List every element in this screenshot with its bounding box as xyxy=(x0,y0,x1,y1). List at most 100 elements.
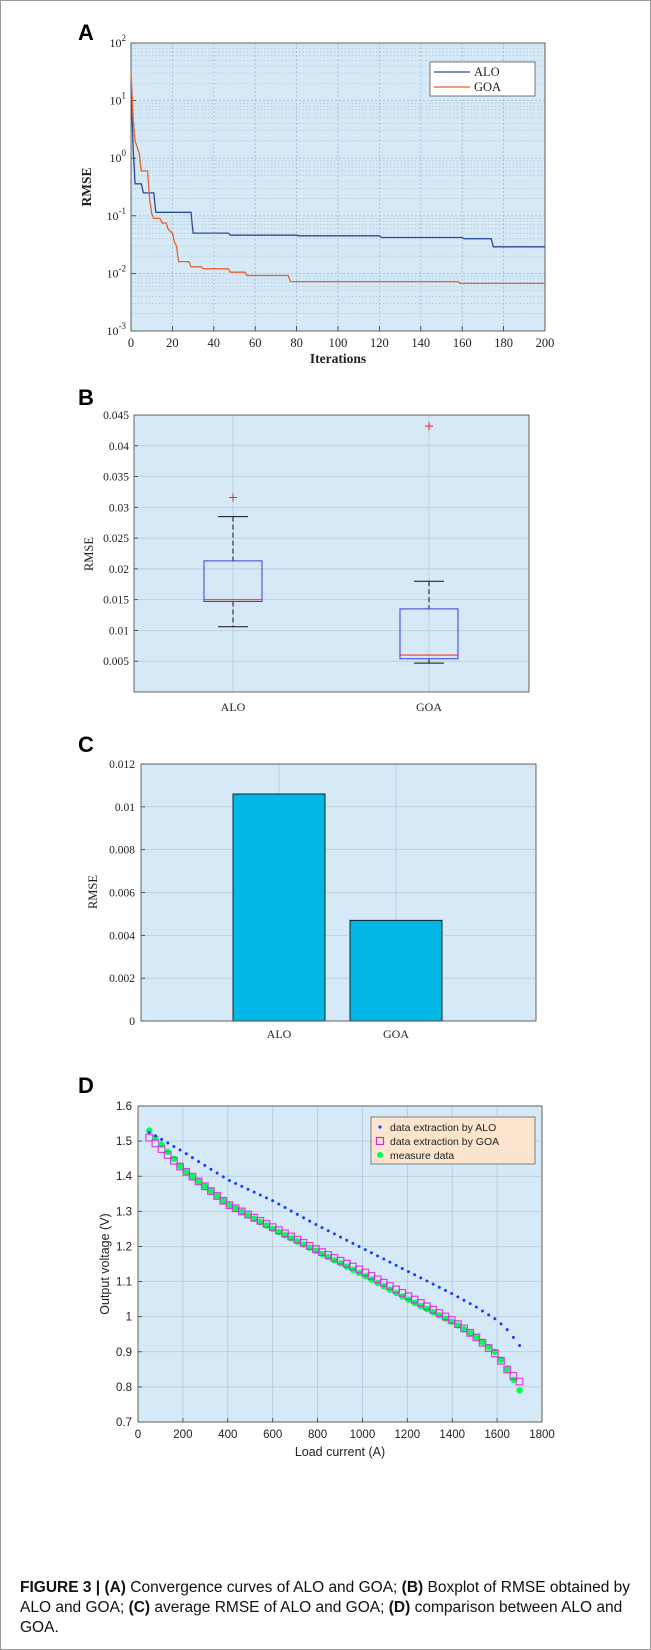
panel-d-point-goa xyxy=(484,1344,493,1352)
panel-d-point-alo xyxy=(184,1152,188,1156)
panel-d-point-alo xyxy=(468,1302,472,1306)
panel-c-y-tick-label: 0.004 xyxy=(109,930,135,942)
panel-c-bar-goa xyxy=(349,919,443,1022)
panel-d-point-alo xyxy=(425,1279,429,1283)
panel-a-legend-label: GOA xyxy=(474,80,501,94)
panel-c-y-axis-label: RMSE xyxy=(86,875,100,909)
panel-d-point-goa xyxy=(170,1156,178,1165)
panel-b-box-goa xyxy=(399,608,459,660)
panel-d-point-measure xyxy=(442,1315,449,1322)
panel-d-y-tick-label: 0.7 xyxy=(116,1417,132,1429)
panel-d-point-alo xyxy=(258,1193,262,1197)
panel-b-axes-box xyxy=(133,414,530,693)
panel-d-point-goa xyxy=(453,1320,462,1329)
panel-letter-c: C xyxy=(78,732,94,757)
panel-d-x-tick-label: 200 xyxy=(173,1429,192,1441)
panel-a-x-tick-label: 40 xyxy=(208,336,221,350)
panel-d-point-measure xyxy=(436,1312,443,1319)
panel-d-point-measure xyxy=(250,1215,258,1222)
panel-d-point-alo xyxy=(474,1305,478,1309)
caption-part-b-text: Boxplot of RMSE obtained by ALO and GOA; xyxy=(20,1579,630,1616)
panel-d-y-tick-label: 1.6 xyxy=(116,1101,132,1113)
panel-d-point-alo xyxy=(413,1273,417,1277)
panel-d-point-measure xyxy=(176,1162,184,1170)
panel-d-point-alo xyxy=(190,1156,194,1160)
panel-d-x-tick-label: 0 xyxy=(135,1429,141,1441)
panel-d-legend-label: data extraction by ALO xyxy=(390,1122,496,1134)
panel-d-point-measure xyxy=(244,1212,252,1219)
panel-d-point-goa xyxy=(200,1182,209,1191)
panel-a-y-tick-label: 101 xyxy=(110,91,127,108)
panel-d-point-measure xyxy=(312,1247,320,1255)
figure-caption: FIGURE 3 | (A) Convergence curves of ALO… xyxy=(20,1578,632,1638)
panel-a-y-tick-label: 102 xyxy=(110,33,127,50)
panel-b-x-tick-label: GOA xyxy=(416,700,442,714)
panel-d-point-goa xyxy=(490,1349,499,1358)
panel-d-point-alo xyxy=(388,1260,392,1264)
panel-a-x-tick-label: 160 xyxy=(453,336,472,350)
panel-d-point-measure xyxy=(170,1155,178,1163)
panel-d-point-goa xyxy=(472,1333,481,1342)
panel-d-point-goa xyxy=(163,1151,172,1159)
panel-b-y-tick-label: 0.045 xyxy=(103,410,129,422)
caption-label: FIGURE 3 | xyxy=(20,1579,105,1596)
panel-d-point-alo xyxy=(505,1328,509,1332)
panel-a-x-tick-label: 100 xyxy=(329,336,348,350)
panel-d-point-measure xyxy=(226,1202,233,1209)
panel-d-point-measure xyxy=(287,1235,295,1242)
panel-d-point-alo xyxy=(172,1144,176,1148)
panel-d-x-tick-label: 1400 xyxy=(439,1429,465,1441)
panel-d-point-alo xyxy=(160,1137,164,1141)
panel-d-x-tick-label: 1600 xyxy=(484,1429,510,1441)
panel-d-point-goa xyxy=(213,1192,222,1200)
panel-a-y-tick-label: 100 xyxy=(110,148,127,165)
panel-a-x-axis-label: Iterations xyxy=(310,351,366,366)
panel-d-point-measure xyxy=(460,1326,468,1333)
panel-a-legend-label: ALO xyxy=(474,65,500,79)
panel-d-point-alo xyxy=(363,1248,367,1252)
panel-letter-d: D xyxy=(78,1073,94,1098)
panel-d-point-goa xyxy=(219,1196,228,1205)
panel-d-point-goa xyxy=(497,1356,505,1365)
panel-d-y-tick-label: 1.3 xyxy=(116,1206,132,1218)
panel-a-series-alo xyxy=(130,83,545,248)
panel-c-y-tick-label: 0.012 xyxy=(109,759,135,771)
panel-d-point-alo xyxy=(456,1295,460,1299)
panel-d-y-tick-label: 1.1 xyxy=(116,1277,132,1289)
panel-d-point-measure xyxy=(337,1260,344,1267)
caption-part-d-text: comparison between ALO and GOA. xyxy=(20,1599,623,1636)
panel-b-plot-area xyxy=(134,415,529,692)
panel-b-y-tick-label: 0.015 xyxy=(103,595,129,607)
panel-b-y-tick-label: 0.035 xyxy=(103,472,129,484)
panel-d-legend-swatch-alo xyxy=(378,1125,382,1129)
panel-d-point-alo xyxy=(406,1270,410,1274)
panel-c-y-tick-label: 0.002 xyxy=(109,973,135,985)
panel-d-point-measure xyxy=(504,1366,511,1373)
panel-d-point-alo xyxy=(518,1343,522,1347)
panel-d-point-alo xyxy=(221,1175,225,1179)
panel-d-point-alo xyxy=(240,1184,244,1188)
panel-a-series-goa xyxy=(130,73,545,285)
panel-d-point-measure xyxy=(516,1387,523,1394)
panel-a-x-tick-label: 200 xyxy=(536,336,555,350)
panel-a-y-tick-label: 10-1 xyxy=(107,206,127,223)
panel-d-point-measure xyxy=(275,1228,283,1236)
panel-b-y-tick-label: 0.005 xyxy=(103,656,129,668)
panel-d-point-measure xyxy=(183,1168,190,1176)
panel-d-point-measure xyxy=(448,1318,455,1325)
panel-d-axes-box xyxy=(137,1105,543,1423)
panel-d-point-alo xyxy=(431,1282,435,1286)
panel-d-point-alo xyxy=(166,1141,170,1145)
panel-d-point-measure xyxy=(325,1253,332,1261)
panel-d-point-measure xyxy=(281,1231,289,1239)
panel-d-point-alo xyxy=(153,1134,157,1138)
panel-d-point-goa xyxy=(478,1338,487,1347)
panel-d-point-alo xyxy=(271,1199,275,1203)
panel-c-x-tick-label: ALO xyxy=(267,1027,292,1041)
panel-d-point-alo xyxy=(246,1187,250,1191)
panel-d-point-goa xyxy=(509,1371,518,1380)
panel-d-point-measure xyxy=(294,1238,301,1245)
panel-b-y-tick-label: 0.03 xyxy=(109,502,129,514)
panel-a-y-tick-label: 10-2 xyxy=(107,263,127,280)
